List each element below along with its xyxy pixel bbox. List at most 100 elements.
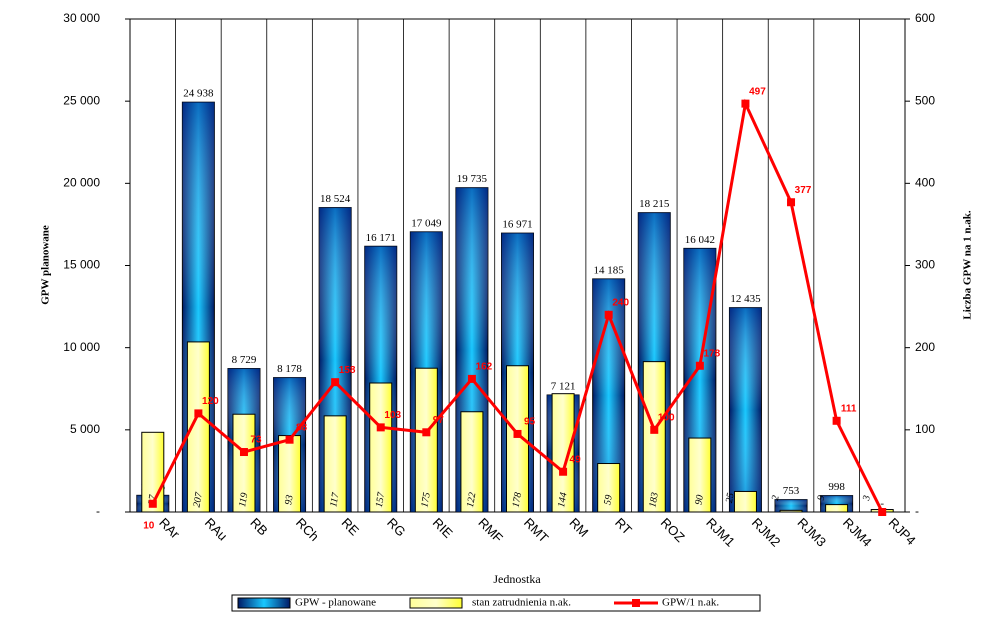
y2-tick-label: 100 [915, 422, 935, 436]
data-label: 8 729 [232, 354, 257, 366]
data-label: 119 [237, 492, 250, 508]
data-label: 90 [693, 494, 706, 506]
bar [551, 393, 575, 513]
data-label: 753 [783, 485, 800, 497]
x-tick-label: RM [567, 515, 592, 540]
data-label: - [880, 498, 884, 510]
data-label: 183 [647, 492, 660, 509]
y-tick-label: 30 000 [63, 11, 100, 25]
data-label: 2 [770, 495, 782, 502]
data-label: 144 [556, 492, 569, 509]
data-label: 24 938 [183, 88, 214, 100]
x-tick-label: RMF [475, 515, 506, 546]
bar [688, 437, 712, 513]
data-label: 3 [861, 495, 873, 503]
marker [194, 409, 203, 418]
marker [559, 467, 568, 476]
data-label: 117 [328, 491, 341, 508]
bar [278, 435, 302, 513]
data-label: 158 [339, 365, 356, 376]
data-label: 16 042 [685, 234, 715, 246]
marker [422, 428, 431, 437]
data-label: 8 178 [277, 363, 302, 375]
x-tick-label: RIE [430, 515, 456, 541]
data-label: 111 [841, 403, 857, 414]
y2-tick-label: 600 [915, 11, 935, 25]
x-tick-label: ROZ [658, 515, 688, 545]
marker [331, 378, 340, 387]
y2-tick-label: 500 [915, 93, 935, 107]
x-tick-label: RJM4 [840, 515, 875, 550]
marker [787, 198, 796, 207]
bar-shade [729, 307, 762, 512]
data-label: 162 [476, 362, 493, 373]
marker [467, 374, 476, 383]
marker [878, 508, 887, 516]
y2-tick-label: 200 [915, 340, 935, 354]
y-tick-label: 5 000 [70, 422, 100, 436]
data-label: 178 [704, 348, 721, 359]
data-label: 95 [524, 417, 536, 428]
data-label: 18 215 [639, 198, 670, 210]
legend: GPW - planowane stan zatrudnienia n.ak. GP… [231, 594, 761, 612]
bar [733, 490, 757, 513]
x-tick-label: RT [612, 515, 635, 538]
data-label: 377 [795, 185, 812, 196]
x-axis-title: Jednostka [493, 572, 541, 586]
data-label: 7 121 [551, 381, 576, 393]
data-label: 14 185 [594, 264, 625, 276]
marker [513, 429, 522, 438]
data-label: 178 [511, 492, 524, 509]
bar [642, 361, 666, 513]
x-tick-label: RJM1 [703, 515, 738, 550]
data-label: 9 [816, 495, 828, 502]
marker [695, 361, 704, 370]
marker [285, 435, 294, 444]
marker [239, 448, 248, 457]
data-label: 25 [724, 492, 737, 504]
data-label: 97 [433, 415, 445, 426]
data-label: 120 [202, 396, 219, 407]
bar [414, 367, 438, 513]
x-tick-label: RB [247, 515, 270, 538]
x-tick-label: RJP4 [886, 515, 919, 548]
data-label: 18 524 [320, 193, 351, 205]
data-label: 122 [465, 492, 478, 509]
legend-swatch [237, 597, 291, 609]
legend-label: GPW/1 n.ak. [662, 597, 719, 609]
bar [232, 413, 256, 513]
x-tick-label: RJM3 [794, 515, 829, 550]
bar [779, 509, 803, 513]
bar [460, 411, 484, 513]
x-tick-label: RAr [156, 515, 183, 542]
legend-label: GPW - planowane [295, 597, 376, 609]
data-label: 10 [143, 521, 155, 532]
marker [741, 99, 750, 108]
legend-swatch-marker [632, 599, 640, 607]
y2-tick-label: 400 [915, 176, 935, 190]
y-tick-label: - [96, 504, 100, 518]
y-tick-label: 25 000 [63, 93, 100, 107]
marker [832, 416, 841, 425]
x-tick-label: RE [339, 515, 363, 539]
data-label: 16 171 [366, 232, 396, 244]
data-label: 93 [283, 494, 296, 506]
x-tick-label: RAu [202, 515, 230, 543]
data-label: 59 [602, 494, 615, 506]
x-tick-label: RJM2 [749, 515, 784, 550]
y-tick-label: 10 000 [63, 340, 100, 354]
legend-swatch [409, 597, 463, 609]
legend-label: stan zatrudnienia n.ak. [472, 597, 571, 609]
data-label: 49 [570, 454, 582, 465]
x-tick-label: RMT [521, 515, 552, 546]
y2-tick-label: 300 [915, 258, 935, 272]
y-tick-label: 15 000 [63, 258, 100, 272]
data-label: 73 [250, 435, 262, 446]
marker [148, 499, 157, 508]
data-label: 103 [384, 410, 401, 421]
x-tick-label: RCh [293, 515, 322, 544]
bar [186, 341, 210, 513]
data-label: 12 435 [730, 293, 761, 305]
marker [376, 423, 385, 432]
